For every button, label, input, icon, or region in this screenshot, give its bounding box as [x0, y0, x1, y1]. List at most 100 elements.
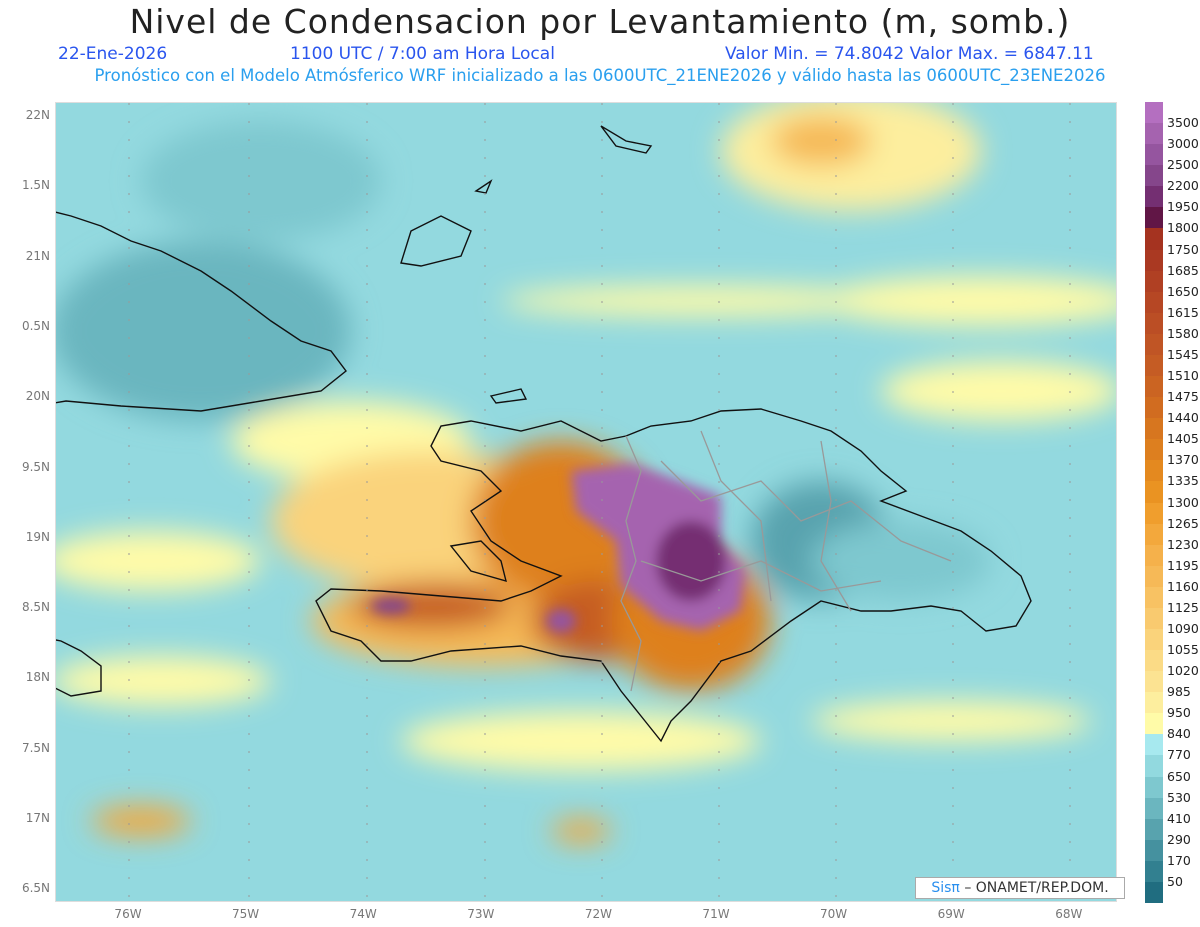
lat-tick-label: 0.5N: [21, 318, 50, 333]
lat-tick-label: 8.5N: [21, 600, 50, 615]
colorbar-label: 3000: [1167, 136, 1199, 152]
lon-tick-label: 68W: [1055, 907, 1083, 921]
colorbar-swatch: [1145, 165, 1163, 187]
colorbar-swatch: [1145, 228, 1163, 251]
credit-text: – ONAMET/REP.DOM.: [964, 880, 1109, 896]
colorbar-label: 50: [1167, 873, 1183, 889]
colorbar-label: 1750: [1167, 241, 1199, 257]
forecast-time: 1100 UTC / 7:00 am Hora Local: [290, 44, 555, 64]
colorbar-label: 1580: [1167, 325, 1199, 341]
colorbar-swatch: [1145, 439, 1163, 461]
colorbar-label: 1265: [1167, 515, 1199, 531]
colorbar-swatch: [1145, 123, 1163, 145]
colorbar-swatch: [1145, 818, 1163, 841]
colorbar-swatch: [1145, 607, 1163, 630]
colorbar-swatch: [1145, 565, 1163, 588]
lat-tick-label: 20N: [25, 389, 50, 404]
colorbar-swatch: [1145, 376, 1163, 398]
colorbar-label: 1685: [1167, 262, 1199, 278]
colorbar-swatch: [1145, 312, 1163, 335]
colorbar-swatch: [1145, 460, 1163, 482]
colorbar-label: 1125: [1167, 599, 1199, 615]
colorbar-label: 1510: [1167, 368, 1199, 384]
colorbar-label: 1370: [1167, 452, 1199, 468]
lat-tick-label: 6.5N: [21, 881, 50, 896]
colorbar-label: 410: [1167, 810, 1191, 826]
colorbar-label: 1195: [1167, 557, 1199, 573]
colorbar-label: 1090: [1167, 620, 1199, 636]
lcl-map: [55, 102, 1117, 902]
colorbar-label: 1950: [1167, 199, 1199, 215]
colorbar-label: 1650: [1167, 283, 1199, 299]
colorbar-label: 3500: [1167, 115, 1199, 131]
colorbar-swatch: [1145, 397, 1163, 419]
colorbar-swatch: [1145, 860, 1163, 883]
colorbar-swatch: [1145, 839, 1163, 862]
lat-tick-label: 1.5N: [21, 178, 50, 193]
colorbar-label: 985: [1167, 684, 1191, 700]
colorbar-swatch: [1145, 881, 1163, 904]
lat-tick-label: 9.5N: [21, 459, 50, 474]
lon-tick-label: 70W: [820, 907, 848, 921]
lat-tick-label: 21N: [25, 248, 50, 263]
lat-tick-label: 17N: [25, 811, 50, 825]
lat-tick-label: 7.5N: [21, 740, 50, 755]
lat-tick-label: 22N: [25, 108, 50, 122]
lon-tick-label: 69W: [937, 907, 965, 921]
colorbar-swatch: [1145, 333, 1163, 356]
colorbar-swatch: [1145, 418, 1163, 440]
min-max-values: Valor Min. = 74.8042 Valor Max. = 6847.1…: [725, 44, 1094, 64]
colorbar-swatch: [1145, 207, 1163, 229]
colorbar-swatch: [1145, 102, 1163, 124]
lon-tick-label: 72W: [584, 907, 612, 921]
colorbar-label: 1055: [1167, 642, 1199, 658]
colorbar-swatch: [1145, 692, 1163, 714]
colorbar-label: 2200: [1167, 178, 1199, 194]
colorbar-swatch: [1145, 671, 1163, 693]
colorbar-label: 1615: [1167, 304, 1199, 320]
lat-tick-label: 19N: [25, 529, 50, 544]
colorbar-label: 2500: [1167, 157, 1199, 173]
model-subtitle: Pronóstico con el Modelo Atmósferico WRF…: [94, 66, 1106, 85]
credit-brand: Sisπ: [931, 880, 960, 896]
colorbar-label: 1475: [1167, 389, 1199, 405]
colorbar-label: 840: [1167, 726, 1191, 742]
lon-tick-label: 73W: [467, 907, 495, 921]
colorbar-swatch: [1145, 354, 1163, 377]
colorbar-label: 1300: [1167, 494, 1199, 510]
colorbar-label: 650: [1167, 768, 1191, 784]
colorbar-label: 530: [1167, 789, 1191, 805]
colorbar-label: 1230: [1167, 536, 1199, 552]
colorbar-swatch: [1145, 249, 1163, 272]
colorbar-swatch: [1145, 144, 1163, 166]
forecast-date: 22-Ene-2026: [58, 44, 168, 64]
colorbar-swatch: [1145, 291, 1163, 314]
lon-tick-label: 74W: [349, 907, 377, 921]
credit-box: Sisπ – ONAMET/REP.DOM.: [915, 877, 1125, 899]
colorbar-label: 1335: [1167, 473, 1199, 489]
colorbar-swatch: [1145, 755, 1163, 778]
colorbar-swatch: [1145, 544, 1163, 567]
lon-tick-label: 71W: [702, 907, 730, 921]
colorbar-swatch: [1145, 628, 1163, 651]
colorbar-label: 1440: [1167, 410, 1199, 426]
colorbar-swatch: [1145, 502, 1163, 525]
colorbar-swatch: [1145, 776, 1163, 799]
colorbar-label: 1405: [1167, 431, 1199, 447]
colorbar-swatch: [1145, 797, 1163, 820]
map-title: Nivel de Condensacion por Levantamiento …: [129, 2, 1071, 41]
lat-tick-label: 18N: [25, 670, 50, 685]
colorbar-swatch: [1145, 481, 1163, 503]
colorbar-label: 1800: [1167, 220, 1199, 236]
colorbar-swatch: [1145, 270, 1163, 293]
colorbar-swatch: [1145, 650, 1163, 672]
lon-tick-label: 76W: [114, 907, 142, 921]
colorbar-label: 170: [1167, 852, 1191, 868]
colorbar-swatch: [1145, 734, 1163, 756]
colorbar-swatch: [1145, 523, 1163, 546]
colorbar-label: 1545: [1167, 346, 1199, 362]
colorbar-swatch: [1145, 713, 1163, 735]
colorbar-label: 950: [1167, 705, 1191, 721]
colorbar-label: 1020: [1167, 663, 1199, 679]
colorbar-label: 290: [1167, 831, 1191, 847]
